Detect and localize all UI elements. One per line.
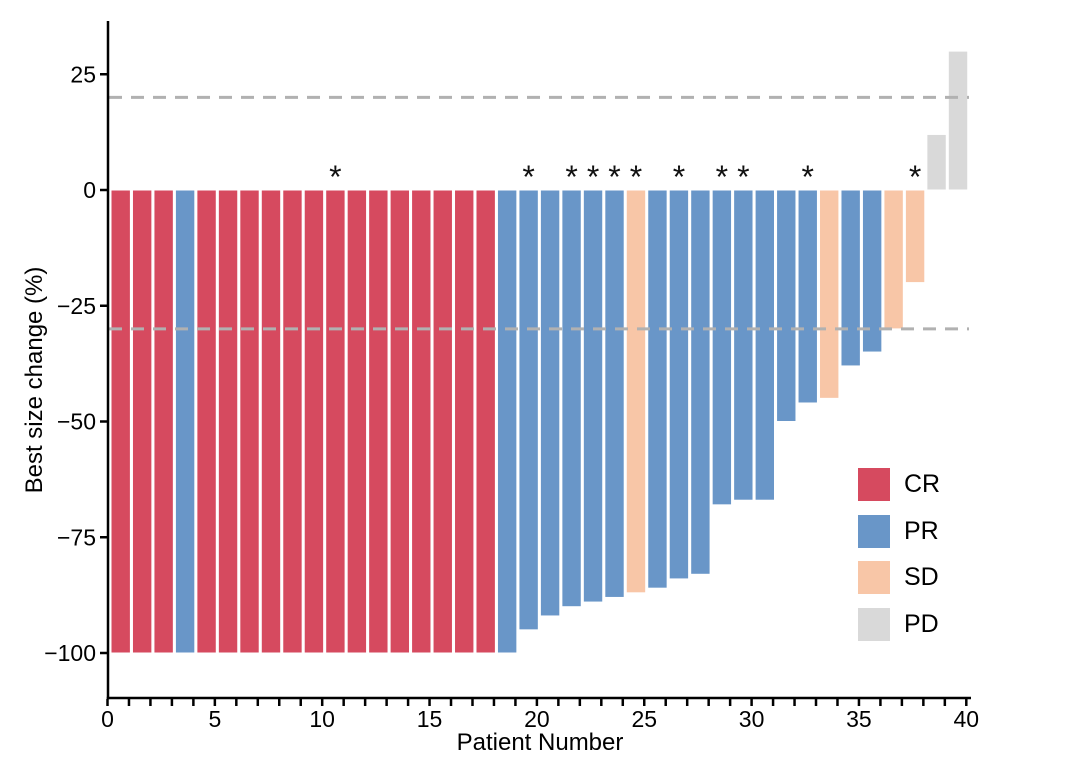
asterisk-marker-patient-25: * — [630, 159, 642, 195]
legend-label-pr: PR — [904, 516, 939, 545]
bar-patient-9 — [282, 189, 303, 654]
bar-patient-34 — [819, 189, 840, 399]
bar-patient-15 — [411, 189, 432, 654]
asterisk-marker-patient-24: * — [608, 159, 620, 195]
x-tick-label: 15 — [417, 706, 443, 732]
asterisk-marker-patient-27: * — [673, 159, 685, 195]
y-tick-label: 0 — [83, 177, 96, 203]
bar-patient-6 — [217, 189, 239, 654]
bar-patient-39 — [926, 133, 947, 191]
bar-patient-26 — [647, 189, 668, 589]
bar-patient-29 — [711, 189, 733, 506]
x-tick-label: 10 — [309, 706, 335, 732]
bar-patient-1 — [110, 189, 131, 654]
legend: CR PR SD PD — [858, 468, 940, 654]
bar-patient-28 — [690, 189, 711, 575]
asterisk-marker-patient-30: * — [737, 159, 749, 195]
legend-row-pd: PD — [858, 607, 940, 641]
legend-row-sd: SD — [858, 561, 940, 594]
y-tick-label: −100 — [44, 640, 96, 666]
y-tick-label: 25 — [70, 61, 96, 87]
y-axis-title: Best size change (%) — [21, 266, 48, 494]
bar-patient-21 — [539, 189, 561, 617]
legend-row-cr: CR — [858, 468, 940, 501]
bar-patient-7 — [239, 189, 260, 654]
cr-color-swatch — [858, 468, 890, 501]
bar-patient-33 — [797, 189, 818, 404]
bar-patient-24 — [604, 189, 625, 598]
bar-patient-27 — [668, 189, 690, 580]
legend-label-sd: SD — [904, 563, 939, 591]
bar-patient-36 — [861, 189, 883, 353]
asterisk-marker-patient-38: * — [909, 159, 921, 195]
asterisk-marker-patient-29: * — [716, 159, 728, 195]
legend-label-pd: PD — [904, 609, 939, 638]
bar-patient-35 — [840, 189, 861, 367]
bar-patient-22 — [561, 189, 582, 608]
x-tick-label: 0 — [101, 706, 114, 732]
x-tick-label: 35 — [846, 706, 872, 732]
bar-patient-20 — [518, 189, 539, 631]
legend-row-pr: PR — [858, 514, 940, 548]
bar-patient-17 — [454, 189, 475, 654]
bar-patient-2 — [131, 189, 153, 654]
asterisk-marker-patient-11: * — [329, 159, 341, 195]
asterisk-marker-patient-23: * — [587, 159, 599, 195]
x-tick-label: 25 — [631, 706, 657, 732]
bar-patient-40 — [947, 50, 969, 191]
bar-patient-23 — [582, 189, 604, 603]
bar-patient-12 — [346, 189, 368, 654]
bar-patient-10 — [303, 189, 325, 654]
pr-color-swatch — [858, 514, 890, 548]
bar-patient-4 — [174, 189, 196, 654]
x-axis-title: Patient Number — [456, 729, 624, 756]
bar-patient-11 — [325, 189, 346, 654]
bar-patient-30 — [733, 189, 754, 501]
bar-patient-32 — [776, 189, 797, 422]
bar-patient-16 — [432, 189, 453, 654]
x-tick-label: 30 — [739, 706, 765, 732]
y-tick-label: −75 — [57, 524, 96, 550]
bar-patient-14 — [389, 189, 411, 654]
bar-patient-31 — [754, 189, 775, 501]
bar-patient-38 — [904, 189, 926, 284]
x-tick-label: 20 — [524, 706, 550, 732]
bar-patient-25 — [625, 189, 647, 594]
sd-color-swatch — [858, 561, 890, 594]
bar-patient-19 — [496, 189, 518, 654]
pd-color-swatch — [858, 607, 890, 641]
bar-patient-13 — [368, 189, 389, 654]
asterisk-marker-patient-20: * — [522, 159, 534, 195]
x-tick-label: 40 — [954, 706, 980, 732]
bar-patient-5 — [196, 189, 217, 654]
bar-patient-37 — [883, 189, 904, 330]
bar-patient-3 — [153, 189, 174, 654]
asterisk-marker-patient-33: * — [802, 159, 814, 195]
asterisk-marker-patient-22: * — [565, 159, 577, 195]
bar-patient-18 — [475, 189, 496, 654]
legend-label-cr: CR — [904, 470, 941, 498]
x-tick-label: 5 — [208, 706, 221, 732]
bar-patient-8 — [260, 189, 282, 654]
y-tick-label: −25 — [57, 293, 96, 319]
y-tick-label: −50 — [57, 409, 96, 435]
